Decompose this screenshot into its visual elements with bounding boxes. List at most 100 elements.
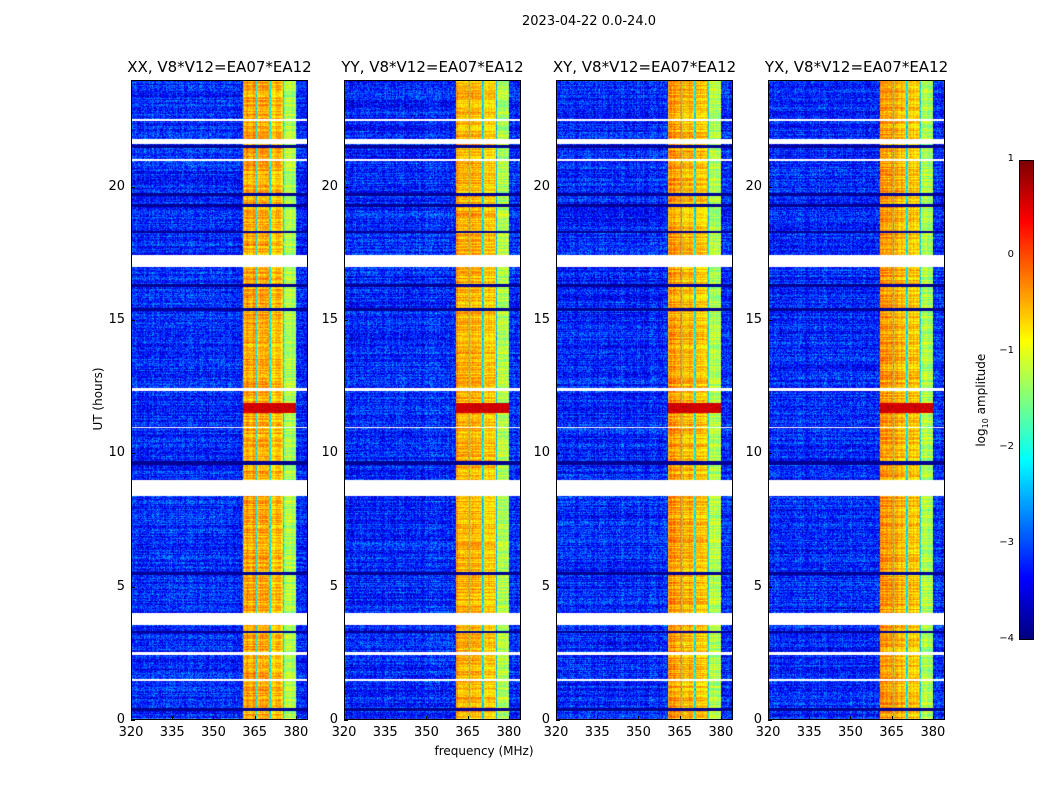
panel-title: YX, V8*V12=EA07*EA12	[764, 58, 949, 76]
spectrogram-heatmap[interactable]	[344, 80, 521, 720]
x-tick-label: 320	[755, 725, 781, 740]
colorbar-tick-label: −3	[999, 537, 1014, 548]
colorbar-label: log10 amplitude	[973, 353, 991, 447]
y-tick-label: 5	[329, 578, 338, 594]
y-tick	[556, 586, 560, 588]
y-tick-label: 5	[116, 578, 125, 594]
x-tick-label: 320	[118, 725, 144, 740]
y-tick	[131, 453, 135, 455]
y-tick-label: 15	[533, 312, 550, 327]
y-tick-label: 10	[108, 445, 125, 461]
y-tick	[768, 586, 772, 588]
spectrogram-heatmap[interactable]	[768, 80, 945, 720]
x-tick-label: 335	[159, 725, 185, 740]
x-tick-label: 350	[626, 725, 651, 740]
colorbar-tick-label: 1	[1007, 153, 1014, 164]
y-tick-label: 10	[745, 445, 762, 461]
spectrogram-heatmap[interactable]	[556, 80, 733, 720]
y-tick-label: 10	[533, 445, 550, 461]
x-tick	[172, 716, 174, 720]
x-tick	[932, 716, 934, 720]
panel-1: XX, V8*V12=EA07*EA12 320 335 350 365 380 0 5 10 1…	[108, 58, 311, 740]
x-tick	[385, 716, 387, 720]
x-tick-label: 320	[543, 725, 569, 740]
x-tick	[556, 716, 557, 720]
y-tick-label: 15	[745, 312, 762, 327]
colorbar	[1019, 160, 1034, 640]
spectrogram-heatmap[interactable]	[131, 80, 308, 720]
y-tick-label: 15	[321, 312, 338, 327]
x-tick	[254, 716, 256, 720]
x-tick-label: 365	[667, 725, 693, 740]
x-tick-label: 335	[584, 725, 610, 740]
y-tick	[556, 453, 560, 455]
figure-title: 2023-04-22 0.0-24.0	[522, 14, 656, 29]
x-tick	[638, 716, 640, 720]
x-tick	[809, 716, 811, 720]
panel-title: XY, V8*V12=EA07*EA12	[552, 58, 737, 76]
x-tick	[597, 716, 599, 720]
x-tick	[850, 716, 852, 720]
y-tick	[344, 186, 348, 188]
panel-title: XX, V8*V12=EA07*EA12	[127, 58, 312, 76]
y-tick-label: 15	[108, 312, 125, 327]
y-tick-label: 0	[116, 712, 125, 727]
y-tick	[344, 320, 348, 321]
x-tick-label: 380	[496, 725, 522, 740]
x-tick-label: 320	[331, 725, 357, 740]
y-tick-label: 20	[108, 178, 125, 194]
y-tick	[556, 186, 560, 188]
y-tick-label: 20	[745, 178, 762, 194]
y-tick	[768, 720, 772, 721]
colorbar-tick-label: −1	[999, 345, 1014, 356]
panel-3: XY, V8*V12=EA07*EA12 320 335 350 365 380 0 5 10 1…	[533, 58, 736, 740]
y-tick	[344, 586, 348, 588]
y-tick	[131, 720, 135, 721]
x-tick-label: 380	[708, 725, 734, 740]
x-tick	[508, 716, 510, 720]
colorbar-tick-label: −2	[999, 441, 1014, 452]
x-tick	[213, 716, 215, 720]
x-tick	[295, 716, 297, 720]
y-tick	[131, 586, 135, 588]
x-tick	[344, 716, 345, 720]
y-tick	[556, 720, 560, 721]
y-tick	[131, 186, 135, 188]
x-tick-label: 350	[838, 725, 863, 740]
y-tick	[344, 720, 348, 721]
colorbar-tick-label: −4	[999, 633, 1014, 644]
y-tick-label: 5	[753, 578, 762, 594]
x-tick	[131, 716, 132, 720]
x-axis-label: frequency (MHz)	[434, 744, 534, 758]
x-tick-label: 350	[414, 725, 439, 740]
x-tick-label: 365	[879, 725, 905, 740]
y-tick	[768, 186, 772, 188]
x-tick	[467, 716, 469, 720]
y-tick-label: 0	[329, 712, 338, 727]
x-tick-label: 365	[242, 725, 268, 740]
panel-title: YY, V8*V12=EA07*EA12	[341, 58, 524, 76]
y-axis-label: UT (hours)	[91, 367, 105, 431]
x-tick	[426, 716, 428, 720]
x-tick-label: 350	[201, 725, 226, 740]
x-tick-label: 380	[920, 725, 946, 740]
y-tick	[344, 453, 348, 455]
x-tick-label: 365	[455, 725, 481, 740]
x-tick-label: 335	[372, 725, 398, 740]
colorbar-tick-label: 0	[1007, 249, 1014, 260]
y-tick-label: 0	[541, 712, 550, 727]
y-tick-label: 10	[321, 445, 338, 461]
x-tick	[679, 716, 681, 720]
y-tick-label: 5	[541, 578, 550, 594]
y-tick	[768, 453, 772, 455]
y-tick	[131, 320, 135, 321]
x-tick	[768, 716, 769, 720]
y-tick	[556, 320, 560, 321]
x-tick-label: 380	[283, 725, 309, 740]
y-tick-label: 20	[321, 178, 338, 194]
y-tick	[768, 320, 772, 321]
y-tick-label: 0	[753, 712, 762, 727]
panel-4: YX, V8*V12=EA07*EA12 320 335 350 365 380 0 5 10 1…	[745, 58, 948, 740]
y-tick-label: 20	[533, 178, 550, 194]
